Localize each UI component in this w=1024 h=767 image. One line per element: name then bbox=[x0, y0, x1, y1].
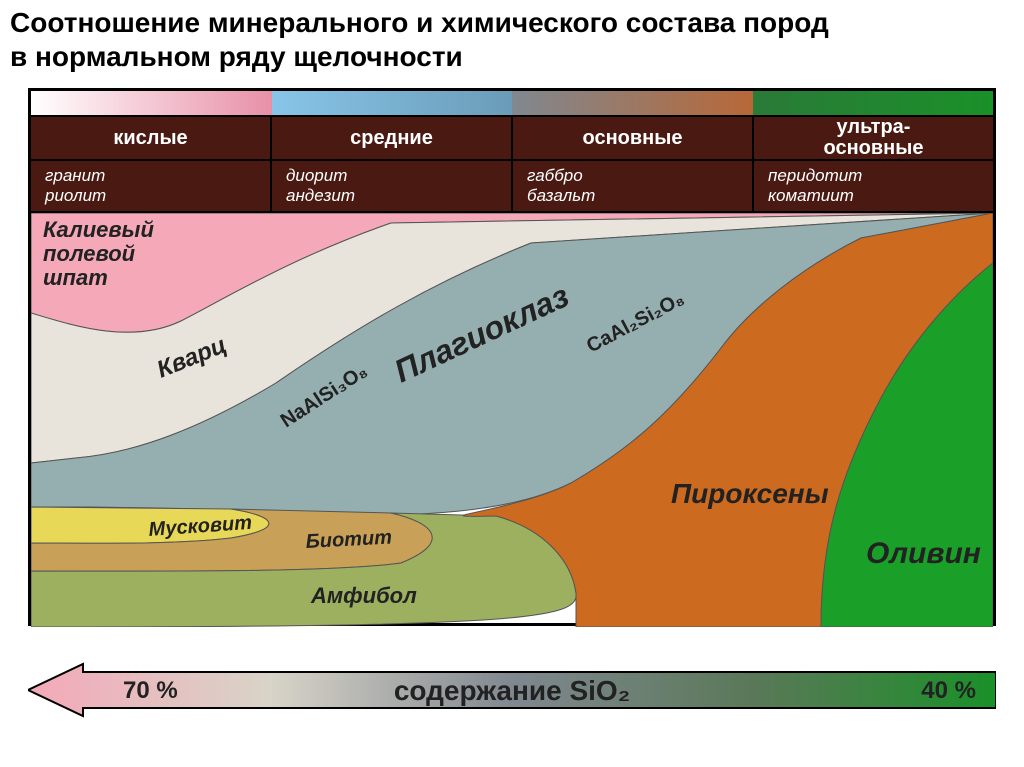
sio2-arrow: 70 % содержание SiO₂ 40 % bbox=[28, 660, 996, 720]
mineral-composition-chart: КалиевыйполевойшпатКварцПлагиоклазNaAlSi… bbox=[31, 211, 993, 627]
category-row: кислыесредниеосновныеультра-основные bbox=[31, 115, 993, 159]
rock-cell: перидотиткоматиит bbox=[754, 161, 993, 211]
arrow-center-label: содержание SiO₂ bbox=[394, 675, 630, 706]
mineral-label: Оливин bbox=[866, 537, 981, 570]
rock-cell: габбробазальт bbox=[513, 161, 754, 211]
mineral-label: Амфибол bbox=[310, 583, 417, 608]
category-cell: средние bbox=[272, 117, 513, 159]
mineral-label: полевой bbox=[43, 241, 136, 266]
rock-cell: гранитриолит bbox=[31, 161, 272, 211]
mineral-label: Калиевый bbox=[43, 217, 154, 242]
title-line1: Соотношение минерального и химического с… bbox=[10, 7, 829, 38]
mineral-label: Биотит bbox=[305, 527, 392, 553]
category-cell: кислые bbox=[31, 117, 272, 159]
gradient-segment bbox=[272, 91, 513, 115]
title-line2: в нормальном ряду щелочности bbox=[10, 41, 463, 72]
mineral-label: шпат bbox=[43, 265, 108, 290]
mineral-diagram: кислыесредниеосновныеультра-основные гра… bbox=[28, 88, 996, 626]
top-gradient-bar bbox=[31, 91, 993, 115]
arrow-right-pct: 40 % bbox=[921, 677, 976, 704]
gradient-segment bbox=[512, 91, 753, 115]
category-cell: ультра-основные bbox=[754, 117, 993, 159]
category-cell: основные bbox=[513, 117, 754, 159]
rock-row: гранитриолитдиоритандезитгаббробазальтпе… bbox=[31, 159, 993, 211]
mineral-label: Пироксены bbox=[671, 478, 829, 509]
arrow-left-pct: 70 % bbox=[123, 677, 178, 704]
gradient-segment bbox=[753, 91, 994, 115]
rock-cell: диоритандезит bbox=[272, 161, 513, 211]
gradient-segment bbox=[31, 91, 272, 115]
